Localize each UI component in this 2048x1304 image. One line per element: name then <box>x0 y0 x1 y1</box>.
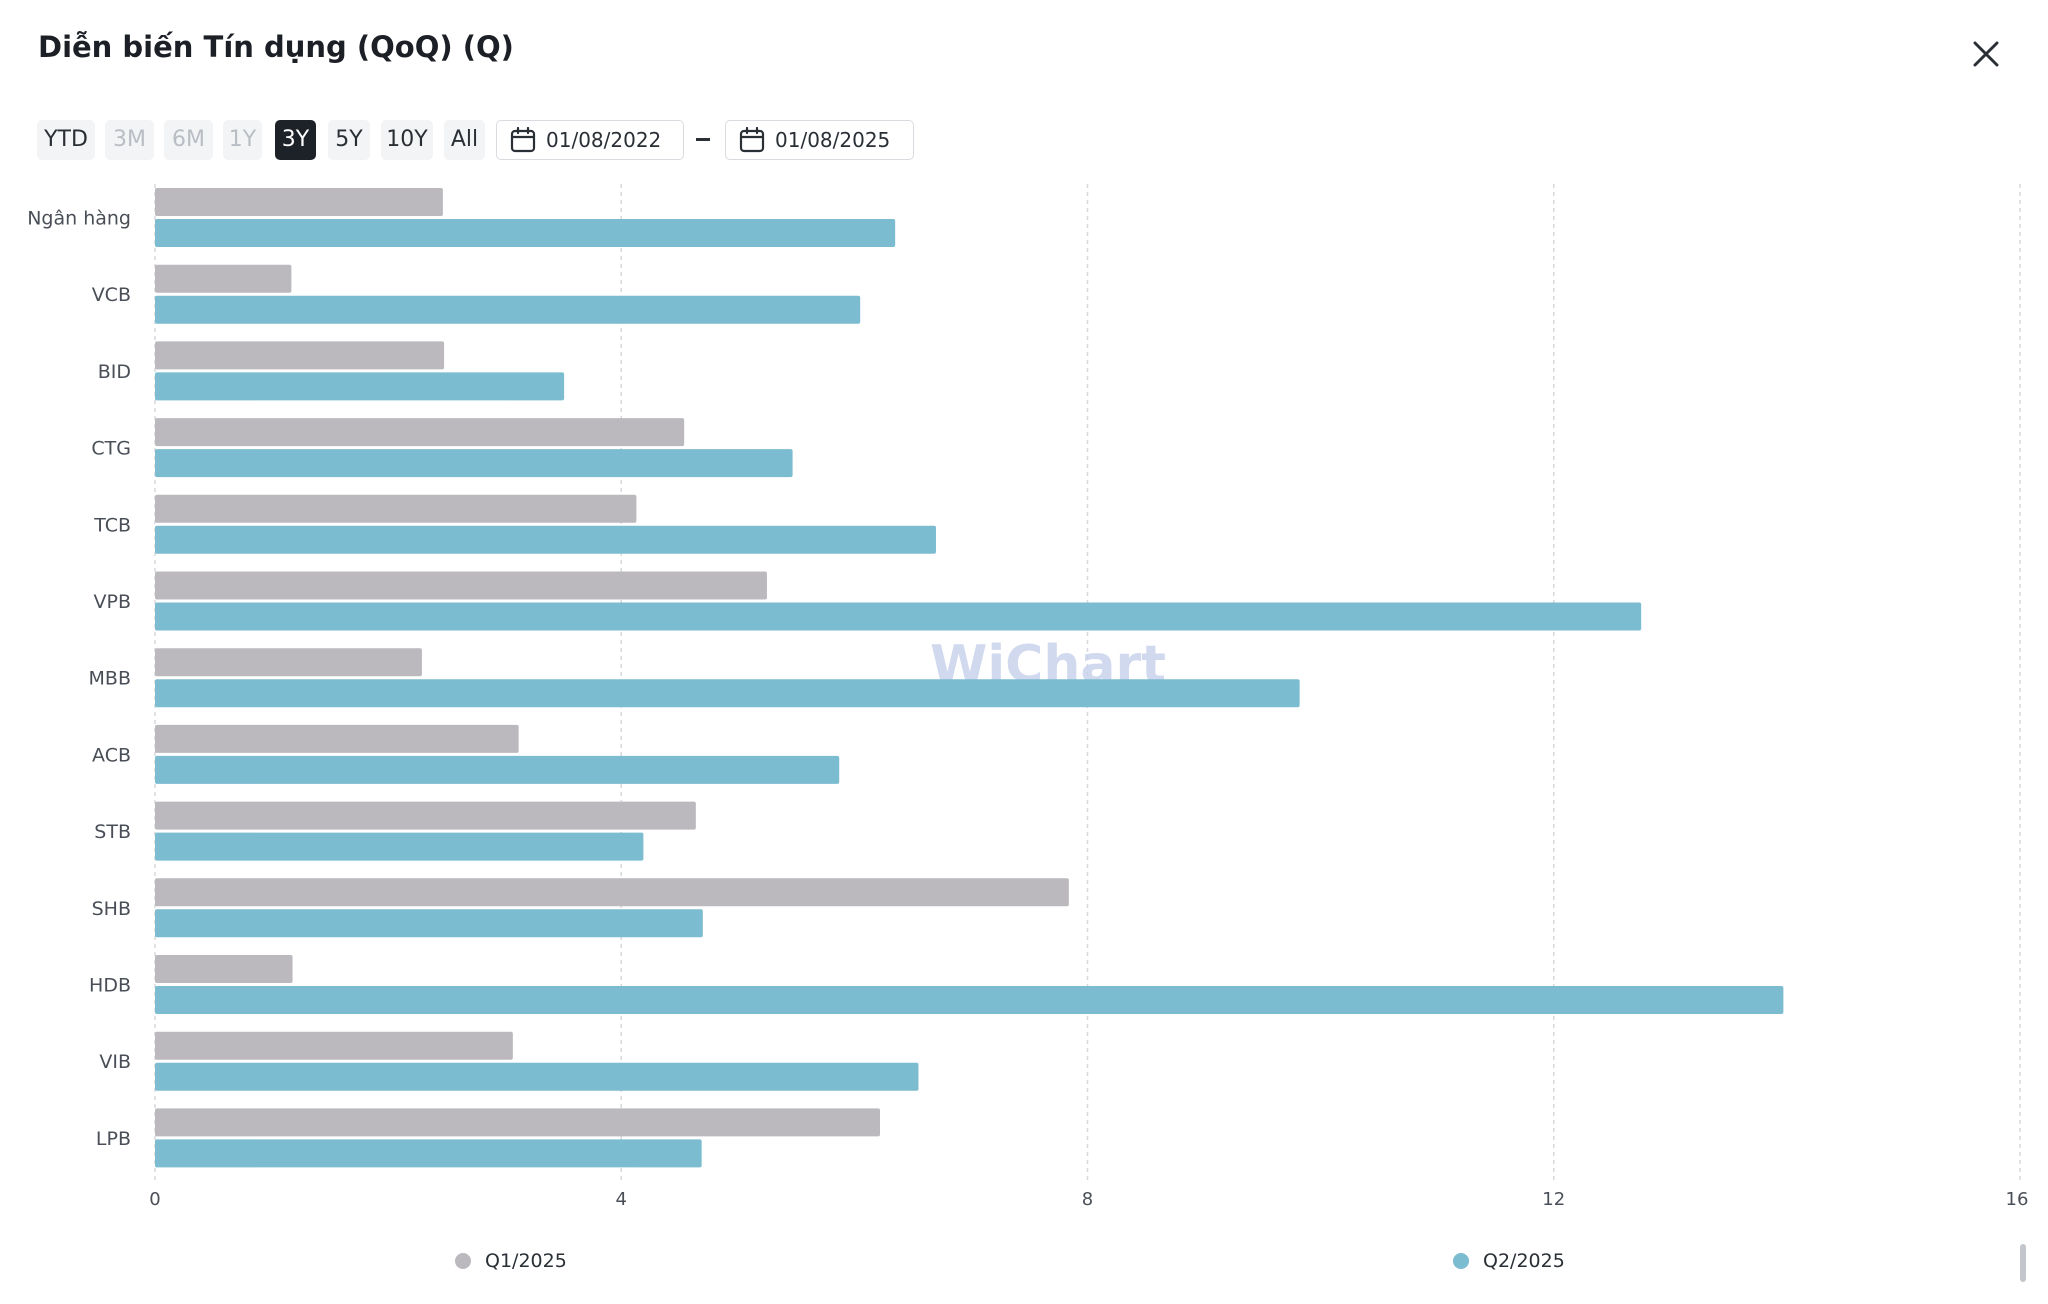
bar-q2-lpb <box>155 1139 702 1168</box>
y-category-label: VCB <box>92 284 131 306</box>
close-button[interactable] <box>1966 34 2006 74</box>
x-tick-label: 12 <box>1542 1189 1565 1210</box>
y-category-label: TCB <box>93 514 131 536</box>
y-category-label: STB <box>94 821 131 843</box>
bar-q1-hdb <box>155 955 293 983</box>
bar-q1-ngân-hàng <box>155 188 443 216</box>
y-category-label: MBB <box>89 668 131 690</box>
x-tick-label: 4 <box>616 1189 627 1210</box>
period-button-10y[interactable]: 10Y <box>381 120 433 160</box>
x-tick-label: 8 <box>1082 1189 1093 1210</box>
bar-q1-shb <box>155 878 1069 907</box>
bar-q2-acb <box>155 755 840 784</box>
period-button-3y[interactable]: 3Y <box>275 120 316 160</box>
period-button-ytd[interactable]: YTD <box>37 120 95 160</box>
bar-q2-vcb <box>155 295 861 324</box>
period-button-1y[interactable]: 1Y <box>223 120 262 160</box>
close-icon <box>1973 41 1999 67</box>
bar-q1-stb <box>155 801 696 830</box>
bar-q1-tcb <box>155 494 637 523</box>
date-to-field[interactable]: 01/08/2025 <box>725 120 914 160</box>
y-category-label: LPB <box>96 1128 131 1150</box>
bar-q2-vib <box>155 1062 919 1091</box>
x-tick-label: 0 <box>149 1189 160 1210</box>
legend-label-q2: Q2/2025 <box>1483 1250 1565 1272</box>
y-category-label: VPB <box>94 591 132 613</box>
y-category-label: Ngân hàng <box>27 208 131 230</box>
bar-q2-shb <box>155 909 703 938</box>
bar-q1-vcb <box>155 264 292 293</box>
bar-q2-mbb <box>155 679 1300 708</box>
date-from-field[interactable]: 01/08/2022 <box>496 120 684 160</box>
bar-q2-ngân-hàng <box>155 219 896 247</box>
bar-q2-stb <box>155 832 644 861</box>
scrollbar-thumb[interactable] <box>2020 1244 2026 1282</box>
page-title: Diễn biến Tín dụng (QoQ) (Q) <box>38 30 514 64</box>
bar-q2-tcb <box>155 525 936 554</box>
y-category-label: BID <box>98 361 131 383</box>
period-button-3m[interactable]: 3M <box>105 120 154 160</box>
date-to-value: 01/08/2025 <box>775 128 891 152</box>
legend-label-q1: Q1/2025 <box>485 1250 567 1272</box>
date-from-value: 01/08/2022 <box>546 128 662 152</box>
y-category-label: SHB <box>92 898 131 920</box>
legend-item-q1[interactable]: Q1/2025 <box>455 1250 567 1272</box>
period-button-5y[interactable]: 5Y <box>328 120 370 160</box>
bar-q1-lpb <box>155 1108 881 1137</box>
y-category-label: CTG <box>91 438 131 460</box>
bar-q2-ctg <box>155 449 793 478</box>
bar-q1-acb <box>155 724 519 753</box>
bar-q2-vpb <box>155 602 1642 631</box>
legend-item-q2[interactable]: Q2/2025 <box>1453 1250 1565 1272</box>
bar-q1-mbb <box>155 648 422 677</box>
legend-swatch-q1 <box>455 1253 471 1269</box>
y-category-label: VIB <box>99 1051 131 1073</box>
period-button-6m[interactable]: 6M <box>164 120 213 160</box>
y-category-label: HDB <box>89 975 131 997</box>
bar-q1-vib <box>155 1031 513 1060</box>
calendar-icon <box>510 127 536 153</box>
legend-swatch-q2 <box>1453 1253 1469 1269</box>
bar-q2-bid <box>155 372 565 401</box>
period-button-all[interactable]: All <box>444 120 485 160</box>
bar-q1-bid <box>155 341 445 370</box>
bar-q1-ctg <box>155 418 685 447</box>
y-category-label: ACB <box>92 744 131 766</box>
bar-q1-vpb <box>155 571 767 600</box>
x-tick-label: 16 <box>2006 1189 2029 1210</box>
calendar-icon <box>739 127 765 153</box>
bar-q2-hdb <box>155 986 1784 1014</box>
date-range-separator <box>696 138 710 141</box>
